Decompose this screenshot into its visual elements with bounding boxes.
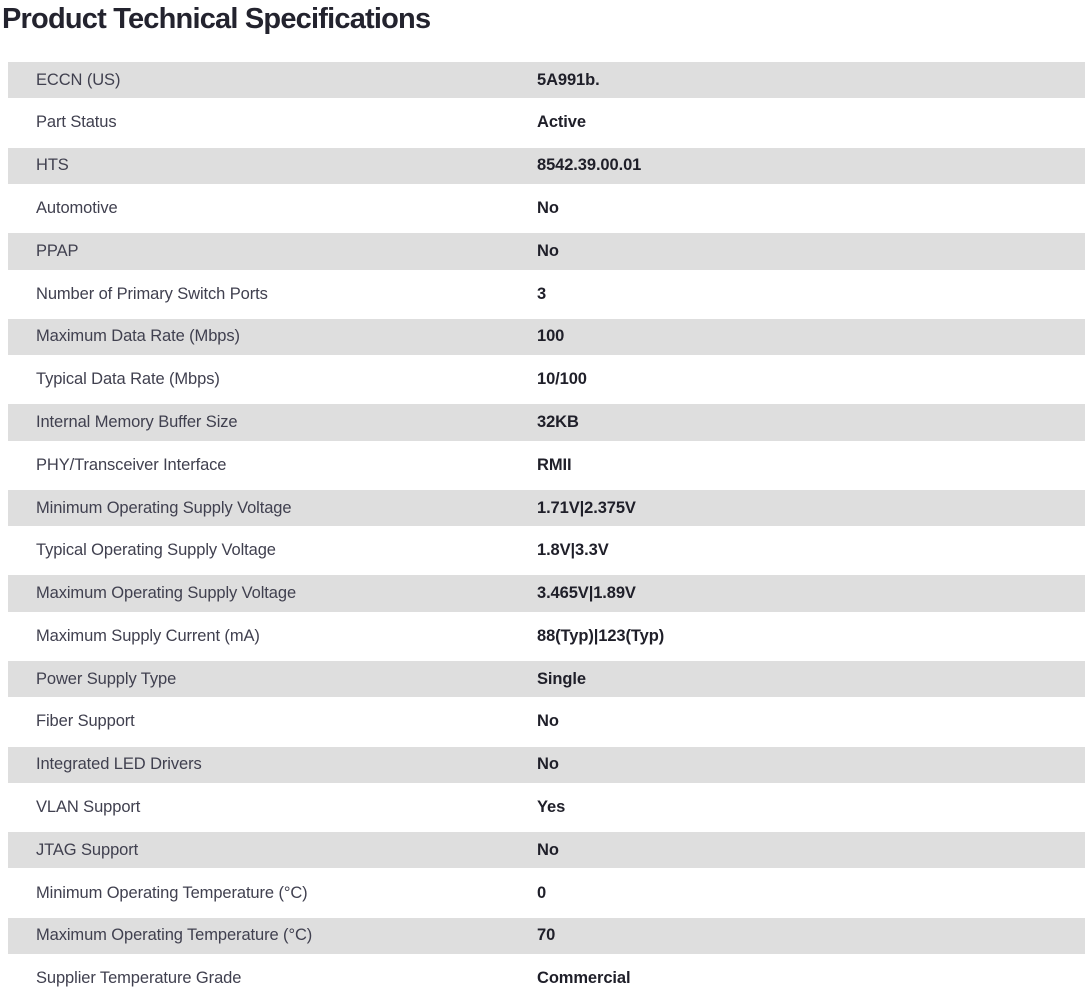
table-row: Power Supply Type Single xyxy=(8,660,1085,698)
table-row: PPAP No xyxy=(8,233,1085,270)
spec-value: 5A991b. xyxy=(537,70,600,89)
spec-label: Minimum Operating Supply Voltage xyxy=(36,498,292,517)
spec-value: No xyxy=(537,241,559,260)
spec-value: 10/100 xyxy=(537,370,587,389)
spec-label: Maximum Data Rate (Mbps) xyxy=(36,327,240,346)
spec-value: 1.71V|2.375V xyxy=(537,498,636,517)
table-row: Fiber Support No xyxy=(8,703,1085,741)
spec-label: Maximum Operating Temperature (°C) xyxy=(36,926,313,945)
table-row: Minimum Operating Temperature (°C) 0 xyxy=(8,874,1085,912)
table-row: Part Status Active xyxy=(8,104,1085,142)
spec-label: HTS xyxy=(36,156,69,175)
table-row: Integrated LED Drivers No xyxy=(8,746,1085,783)
spec-value: 88(Typ)|123(Typ) xyxy=(537,626,665,645)
table-row: VLAN Support Yes xyxy=(8,789,1085,826)
spec-value: No xyxy=(537,840,559,859)
spec-value: No xyxy=(537,712,559,731)
spec-label: Maximum Supply Current (mA) xyxy=(36,626,260,645)
table-row: PHY/Transceiver Interface RMII xyxy=(8,447,1085,484)
table-row: Supplier Temperature Grade Commercial xyxy=(8,960,1085,992)
spec-table: ECCN (US) 5A991b. Part Status Active HTS… xyxy=(0,62,1085,992)
spec-label: Power Supply Type xyxy=(36,669,177,688)
spec-label: VLAN Support xyxy=(36,797,141,816)
spec-label: Typical Operating Supply Voltage xyxy=(36,541,276,560)
table-row: Number of Primary Switch Ports 3 xyxy=(8,275,1085,313)
table-row: ECCN (US) 5A991b. xyxy=(8,62,1085,99)
spec-label: Number of Primary Switch Ports xyxy=(36,284,268,303)
table-row: HTS 8542.39.00.01 xyxy=(8,147,1085,184)
page-title: Product Technical Specifications xyxy=(2,3,431,35)
spec-label: Internal Memory Buffer Size xyxy=(36,412,238,431)
spec-label: Automotive xyxy=(36,199,118,218)
table-row: Minimum Operating Supply Voltage 1.71V|2… xyxy=(8,489,1085,527)
spec-label: Integrated LED Drivers xyxy=(36,755,202,774)
spec-label: Minimum Operating Temperature (°C) xyxy=(36,883,308,902)
spec-label: JTAG Support xyxy=(36,840,139,859)
table-row: Maximum Operating Temperature (°C) 70 xyxy=(8,917,1085,955)
spec-label: Typical Data Rate (Mbps) xyxy=(36,370,220,389)
spec-label: PHY/Transceiver Interface xyxy=(36,455,227,474)
spec-value: 8542.39.00.01 xyxy=(537,156,642,175)
spec-value: 1.8V|3.3V xyxy=(537,541,609,560)
spec-label: ECCN (US) xyxy=(36,70,121,89)
spec-label: Part Status xyxy=(36,113,117,132)
table-row: Internal Memory Buffer Size 32KB xyxy=(8,404,1085,441)
spec-value: 100 xyxy=(537,327,565,346)
table-row: JTAG Support No xyxy=(8,832,1085,869)
spec-value: 70 xyxy=(537,926,556,945)
table-row: Maximum Supply Current (mA) 88(Typ)|123(… xyxy=(8,618,1085,655)
spec-label: Supplier Temperature Grade xyxy=(36,969,242,988)
table-row: Typical Data Rate (Mbps) 10/100 xyxy=(8,361,1085,398)
spec-value: Yes xyxy=(537,797,566,816)
spec-value: 3.465V|1.89V xyxy=(537,584,636,603)
spec-value: 0 xyxy=(537,883,547,902)
spec-value: Active xyxy=(537,113,586,132)
spec-value: Commercial xyxy=(537,969,631,988)
spec-value: No xyxy=(537,755,559,774)
table-row: Automotive No xyxy=(8,190,1085,227)
table-row: Maximum Operating Supply Voltage 3.465V|… xyxy=(8,575,1085,612)
spec-value: 3 xyxy=(537,284,547,303)
spec-label: Maximum Operating Supply Voltage xyxy=(36,584,297,603)
spec-label: PPAP xyxy=(36,241,79,260)
spec-label: Fiber Support xyxy=(36,712,135,731)
table-row: Maximum Data Rate (Mbps) 100 xyxy=(8,318,1085,356)
spec-value: 32KB xyxy=(537,412,579,431)
spec-value: No xyxy=(537,199,559,218)
spec-value: RMII xyxy=(537,455,572,474)
table-row: Typical Operating Supply Voltage 1.8V|3.… xyxy=(8,532,1085,569)
spec-value: Single xyxy=(537,669,586,688)
